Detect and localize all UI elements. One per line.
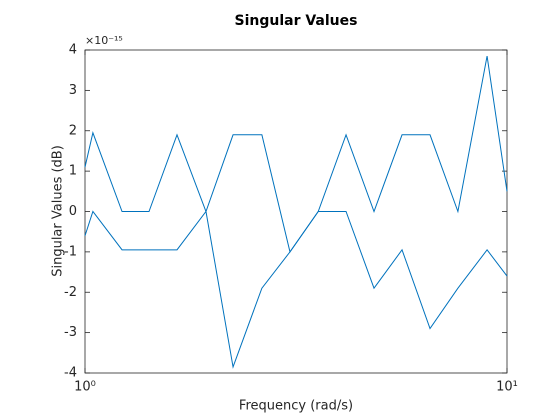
y-axis-label: Singular Values (dB) [51,145,66,277]
y-tick-label: 4 [69,43,77,58]
y-tick-label: -2 [64,285,77,300]
x-tick-label: 10¹ [496,380,518,395]
chart-title: Singular Values [235,13,358,29]
series-line [84,55,508,369]
x-tick-label: 10⁰ [74,380,96,395]
exponent-label: ×10⁻¹⁵ [85,34,123,47]
x-axis-label: Frequency (rad/s) [239,399,353,414]
y-tick-label: 1 [69,164,77,179]
y-tick-label: 2 [69,123,77,138]
y-tick-label: 0 [69,204,77,219]
y-tick-label: 3 [69,83,77,98]
y-tick-label: -1 [64,244,77,259]
y-tick-label: -3 [64,325,77,340]
y-tick-label: -4 [64,366,77,381]
